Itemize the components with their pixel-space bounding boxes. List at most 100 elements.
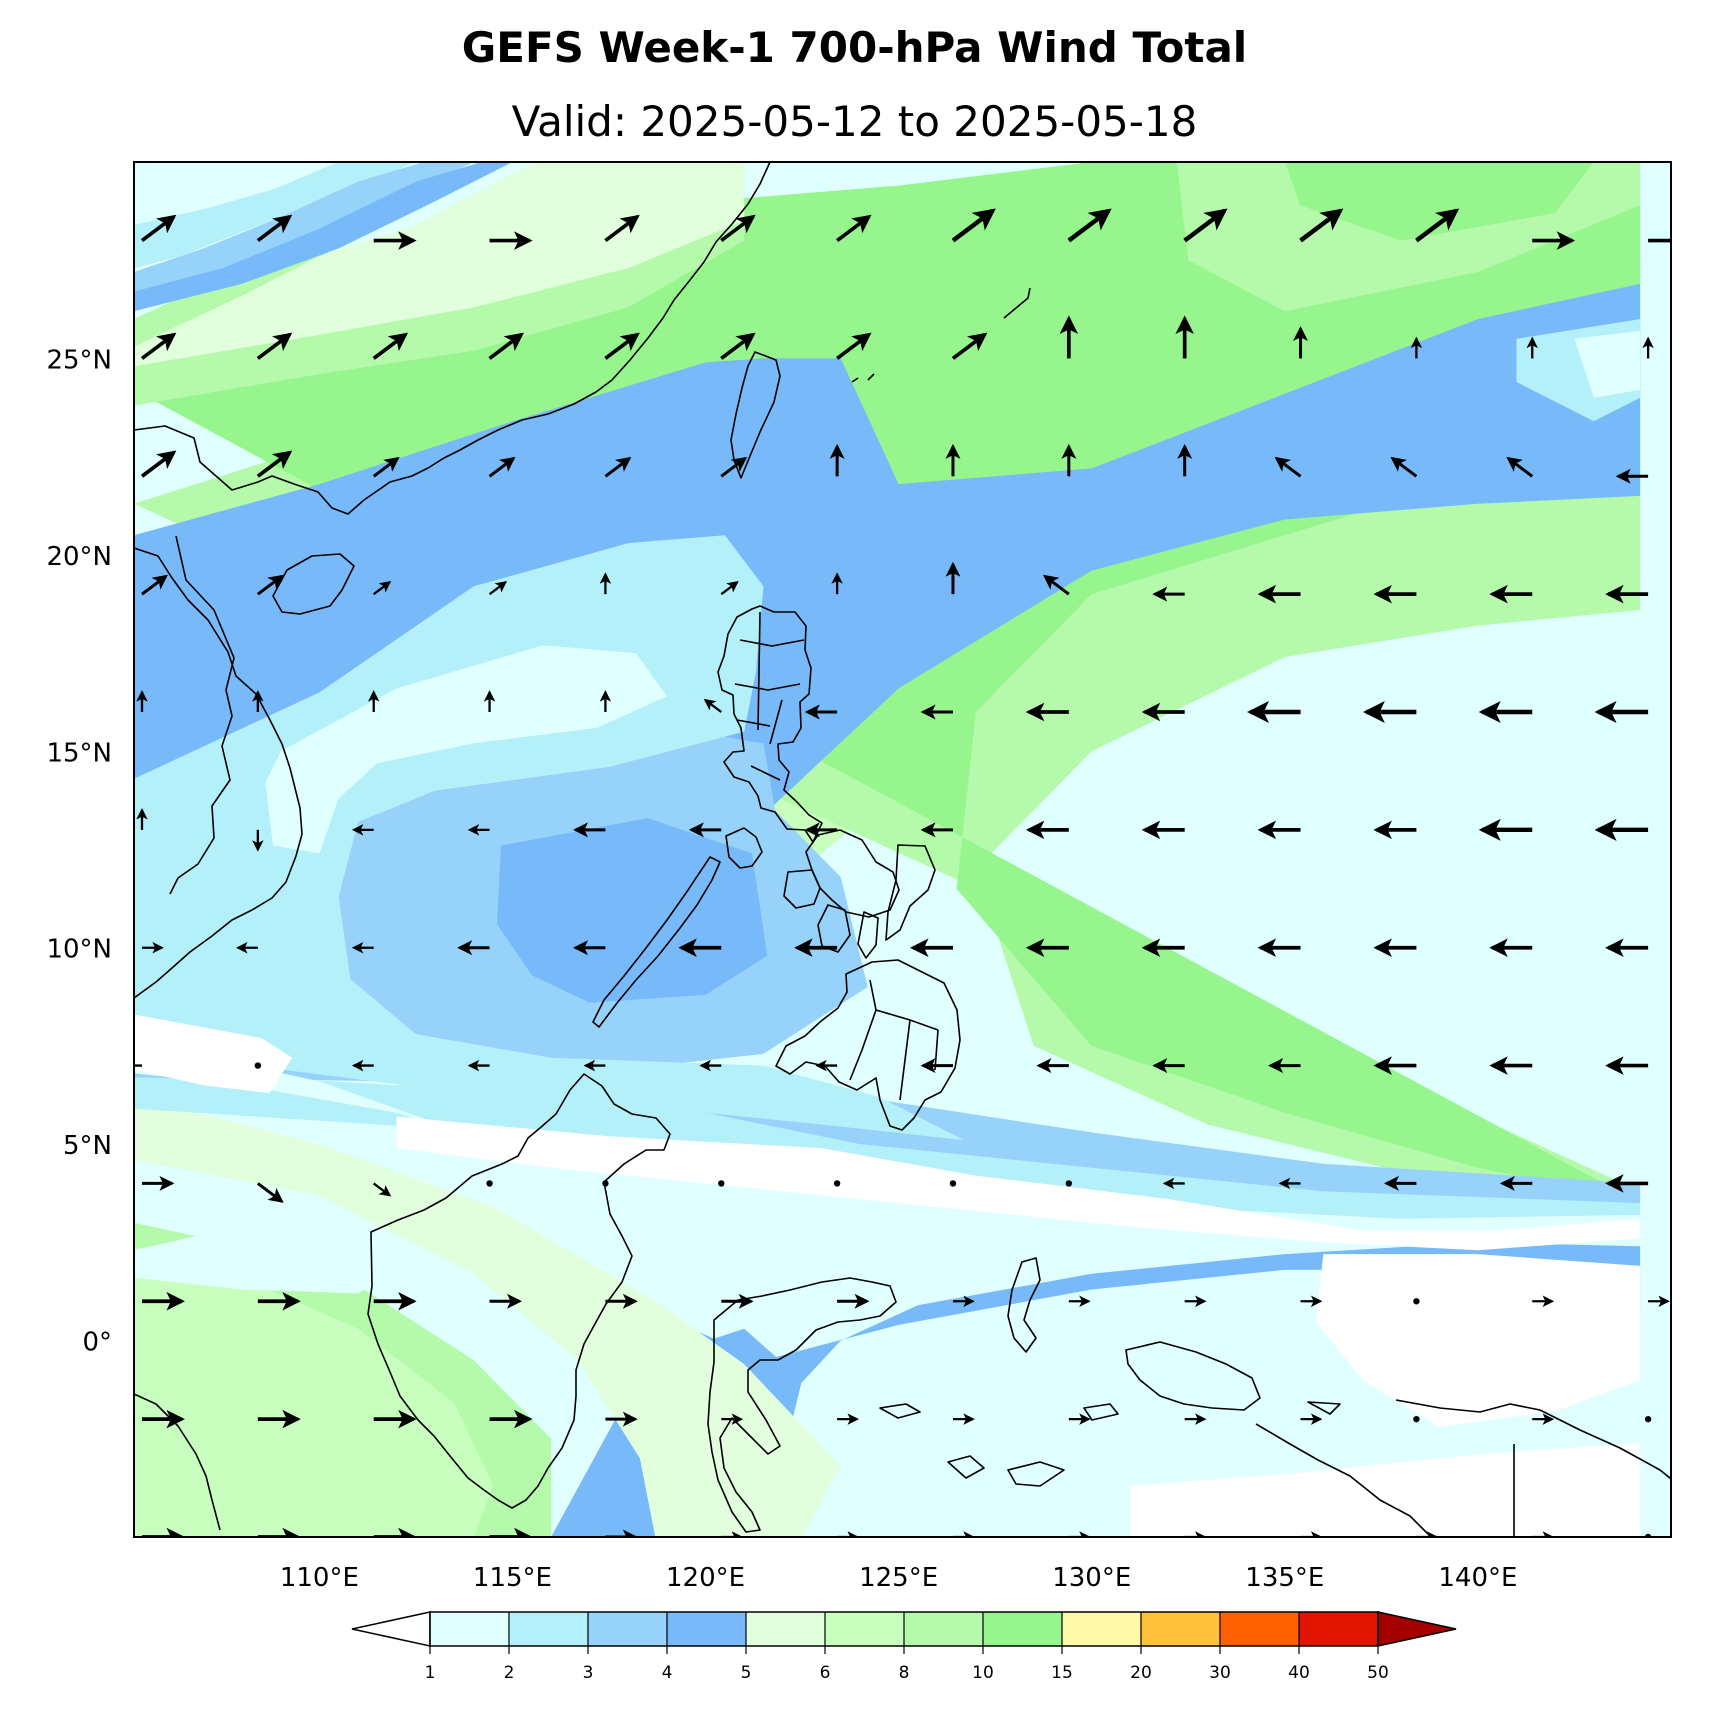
wind-vector: [1415, 208, 1460, 243]
wind-vector: [256, 574, 284, 596]
wind-region-1-2: [265, 645, 667, 854]
colorbar-segment: [1299, 1612, 1378, 1646]
colorbar-label: 5: [741, 1663, 752, 1683]
wind-vector: [488, 332, 524, 360]
colorbar-label: 3: [583, 1663, 594, 1683]
wind-region-0-1: [1315, 1254, 1641, 1427]
wind-region-1-2: [134, 162, 320, 217]
colorbar-label: 20: [1130, 1663, 1152, 1683]
wind-vector: [141, 574, 168, 596]
colorbar-over-arrow: [1377, 1611, 1457, 1647]
wind-calm-dot: [1644, 1415, 1652, 1423]
latitude-axis: 25°N 20°N 15°N 10°N 5°N 0°: [46, 345, 112, 1357]
wind-region-5-6: [134, 1097, 841, 1537]
wind-region-2-3: [134, 535, 965, 1141]
colorbar-label: 10: [972, 1663, 994, 1683]
wind-region-1-2: [1574, 330, 1641, 398]
halmahera-coast: [1007, 1257, 1041, 1353]
wind-vector: [372, 332, 409, 360]
wind-region-4-5: [497, 818, 768, 1003]
wind-calm-dot: [949, 1180, 957, 1187]
mindoro-coast: [725, 827, 763, 869]
taiwan-coast: [730, 351, 781, 479]
wind-calm-dot: [486, 1180, 493, 1187]
colorbar-segment: [746, 1612, 825, 1646]
lon-tick-label: 140°E: [1438, 1563, 1517, 1593]
ryukyu-islands: [851, 287, 1031, 383]
wind-vector: [1042, 574, 1070, 596]
lat-tick-label: 20°N: [46, 542, 112, 572]
wind-calm-dot: [1065, 1180, 1073, 1187]
lat-tick-label: 10°N: [46, 935, 112, 965]
colorbar-segment: [1062, 1612, 1141, 1646]
colorbar-label: 1: [425, 1663, 436, 1683]
wind-vector: [836, 214, 872, 243]
palawan-coast: [592, 856, 721, 1028]
mindanao-coast: [775, 959, 961, 1131]
wind-region-0-1: [134, 1014, 293, 1094]
colorbar-label: 40: [1288, 1663, 1310, 1683]
wind-vector: [256, 332, 293, 360]
map-subtitle: Valid: 2025-05-12 to 2025-05-18: [511, 97, 1198, 146]
colorbar-label: 50: [1367, 1663, 1389, 1683]
colorbar-segment: [904, 1612, 983, 1646]
wind-vector: [703, 698, 722, 713]
wind-vector: [1506, 456, 1534, 478]
moluccas-islands: [879, 1401, 1341, 1487]
colorbar-label: 15: [1051, 1663, 1073, 1683]
luzon-provinces: [734, 611, 805, 781]
wind-vector: [372, 456, 400, 478]
china-coast: [134, 162, 771, 515]
colorbar-segment: [667, 1612, 746, 1646]
colorbar-segment: [588, 1612, 667, 1646]
colorbar-label: 8: [899, 1663, 910, 1683]
colorbar-segment: [1141, 1612, 1220, 1646]
map-area: [134, 162, 1671, 1537]
borneo-coast: [367, 1073, 671, 1509]
wind-vector: [256, 214, 293, 243]
wind-vector: [604, 214, 640, 243]
samar-leyte-coast: [885, 844, 936, 941]
colorbar-segment: [983, 1612, 1062, 1646]
wind-region-10-15: [1284, 162, 1594, 241]
wind-region-1-2: [134, 1230, 416, 1294]
wind-vector: [951, 208, 996, 243]
lon-tick-label: 125°E: [859, 1563, 938, 1593]
wind-vector: [1299, 208, 1344, 243]
lat-tick-label: 5°N: [63, 1131, 112, 1161]
lon-tick-label: 135°E: [1245, 1563, 1324, 1593]
colorbar-label: 4: [662, 1663, 673, 1683]
wind-vector: [951, 332, 988, 360]
coastline-layer: [134, 162, 1671, 1537]
wind-vector-layer: [134, 208, 1671, 1537]
colorbar-segment: [825, 1612, 904, 1646]
sumatra-coast: [134, 1393, 221, 1531]
wind-region-0-1: [1130, 1442, 1641, 1537]
wind-calm-dot: [718, 1180, 725, 1187]
luzon-coast: [717, 605, 823, 843]
wind-region-6-8: [134, 1246, 494, 1537]
colorbar-label: 6: [820, 1663, 831, 1683]
map-title: GEFS Week-1 700-hPa Wind Total: [461, 23, 1248, 72]
mindanao-provinces: [849, 979, 939, 1101]
wind-calm-dot: [833, 1180, 841, 1187]
wind-vector: [140, 332, 177, 360]
colorbar-under-arrow: [351, 1611, 431, 1647]
vietnam-coast: [134, 547, 303, 999]
colorbar-label: 30: [1209, 1663, 1231, 1683]
wind-calm-dot: [602, 1180, 609, 1187]
wind-region-5-6: [134, 162, 745, 367]
colorbar-segment: [509, 1612, 588, 1646]
wind-vector: [720, 214, 756, 243]
wind-vector: [604, 332, 640, 360]
lon-tick-label: 110°E: [280, 1563, 359, 1593]
map-frame: [133, 161, 1672, 1538]
wind-vector: [488, 581, 508, 596]
colorbar-segment: [1220, 1612, 1299, 1646]
longitude-axis: 110°E 115°E 120°E 125°E 130°E 135°E 140°E: [280, 1563, 1518, 1593]
panay-coast: [783, 869, 821, 909]
wind-vector: [836, 332, 872, 360]
wind-vector: [256, 450, 293, 478]
wind-vector: [256, 1182, 284, 1203]
